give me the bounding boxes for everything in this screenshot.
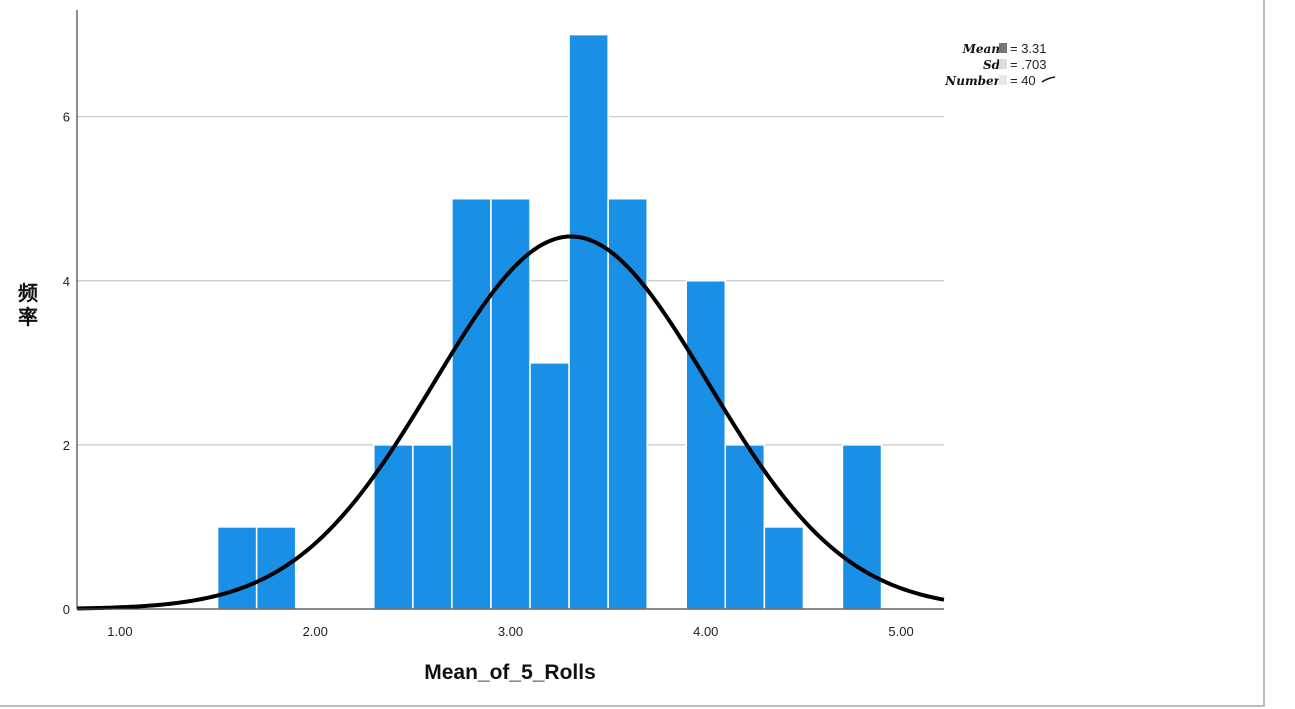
x-tick-label: 5.00	[888, 624, 913, 639]
histogram-bar	[451, 197, 492, 610]
x-tick-labels: 1.00 2.00 3.00 4.00 5.00	[107, 624, 913, 639]
stat-value: = .703	[1010, 57, 1047, 72]
x-axis-label: Mean_of_5_Rolls	[424, 661, 596, 684]
histogram-bar	[841, 444, 883, 610]
stat-value: = 40	[1010, 73, 1036, 88]
chart-frame	[0, 0, 1265, 707]
histogram-bar	[255, 526, 297, 610]
x-tick-label: 1.00	[107, 624, 132, 639]
histogram-bar	[216, 526, 258, 610]
histogram-chart: 0 2 4 6 1.00 2.00 3.00 4.00 5.00 Mean_of_5_Roll…	[18, 10, 1056, 684]
y-tick-label: 4	[63, 274, 70, 289]
y-tick-label: 2	[63, 438, 70, 453]
normal-curve	[76, 234, 945, 611]
x-tick-label: 4.00	[693, 624, 718, 639]
stat-name: Mean	[962, 42, 1000, 56]
histogram-bar	[763, 526, 805, 610]
stat-name: Number	[944, 74, 1001, 88]
histogram-bar	[685, 280, 727, 610]
stat-value: = 3.31	[1010, 41, 1047, 56]
normal-curve-group	[76, 234, 945, 611]
histogram-bars	[216, 33, 883, 610]
axes	[76, 10, 944, 610]
stats-legend: Mean = 3.31 Sd = .703 Number = 40	[944, 41, 1056, 88]
handwritten-stroke	[1041, 76, 1056, 83]
histogram-bar	[490, 197, 531, 610]
stat-name: Sd	[983, 58, 1001, 72]
stat-swatch	[999, 59, 1007, 69]
histogram-bar	[529, 362, 570, 610]
histogram-bar	[373, 444, 414, 610]
histogram-bar	[724, 444, 766, 610]
y-tick-labels: 0 2 4 6	[63, 110, 70, 617]
y-tick-label: 0	[63, 602, 70, 617]
y-axis-label: 频率	[18, 281, 38, 329]
x-tick-label: 3.00	[498, 624, 523, 639]
stat-swatch	[999, 75, 1007, 85]
x-tick-label: 2.00	[303, 624, 328, 639]
stat-swatch	[999, 43, 1007, 53]
histogram-bar	[607, 197, 648, 610]
histogram-bar	[568, 33, 609, 610]
y-tick-label: 6	[63, 110, 70, 125]
histogram-bar	[412, 444, 453, 610]
